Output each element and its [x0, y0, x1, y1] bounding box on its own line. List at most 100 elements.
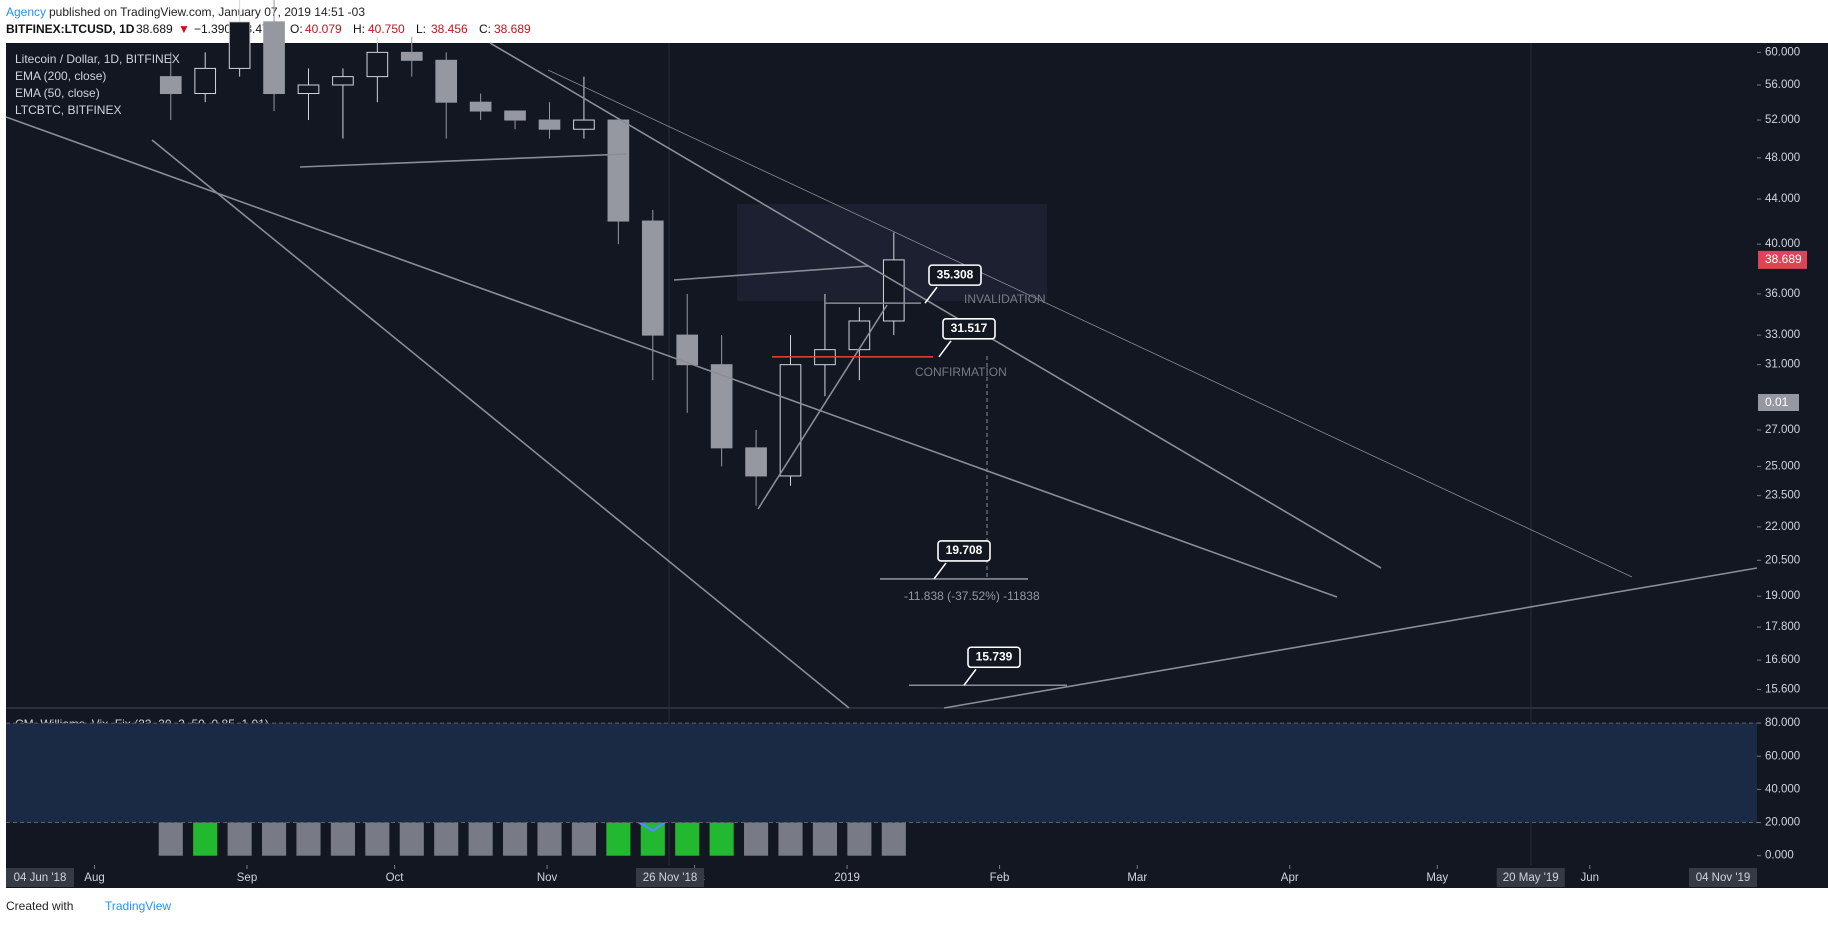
x-tick-label: May: [1426, 872, 1448, 884]
y-tick-label: 60.000: [1765, 750, 1800, 762]
y-tick-label: 17.800: [1765, 621, 1800, 633]
chart-title: Litecoin / Dollar, 1D, BITFINEX: [15, 52, 180, 66]
x-tick-label: Feb: [990, 872, 1010, 884]
candle-body: [435, 59, 458, 103]
callout-pointer: [963, 668, 977, 686]
candle-body: [263, 21, 285, 95]
x-tick-label: Oct: [386, 872, 405, 884]
overlay-last-box: [1758, 394, 1799, 411]
callout-label: 19.708: [946, 543, 983, 557]
arrow: ▼: [178, 22, 190, 36]
vix-bar: [537, 819, 562, 856]
x-tick-label: Aug: [84, 872, 104, 884]
footer-brand[interactable]: TradingView: [105, 899, 171, 913]
candle-body: [228, 21, 251, 69]
candle-body: [676, 334, 699, 366]
measure-label: -11.838 (-37.52%) -11838: [904, 589, 1040, 603]
x-tick-label: 2019: [834, 872, 860, 884]
vix-bar: [881, 822, 906, 856]
y-tick-label: 16.600: [1765, 654, 1800, 666]
ohlc-key: O:: [290, 22, 303, 36]
candle-body: [194, 67, 217, 95]
last-price-box: [1758, 250, 1807, 269]
ohlc-value: 38.689: [494, 22, 531, 36]
ohlc: O: 40.079 H: 40.750 L: 38.456 C: 38.689: [290, 22, 531, 36]
x-marker-label: 04 Nov '19: [1696, 872, 1751, 884]
callout-pointer: [924, 286, 938, 304]
ohlc-key: C:: [479, 22, 491, 36]
trendlines: [5, 42, 1758, 709]
y-tick-label: 80.000: [1765, 717, 1800, 729]
x-marker-box: [1496, 868, 1565, 887]
ohlc-value: 38.456: [431, 22, 468, 36]
callout-box: [967, 646, 1021, 669]
ohlc-key: H:: [353, 22, 365, 36]
y-tick-label: 40.000: [1765, 783, 1800, 795]
time-axis: [6, 865, 1757, 888]
overlay-legend: EMA (200, close): [15, 69, 106, 83]
y-tick-label: 60.000: [1765, 46, 1800, 58]
candle-body: [573, 119, 595, 130]
overlay-legend: EMA (50, close): [15, 86, 100, 100]
callout-label: 15.739: [976, 649, 1013, 663]
candle-body: [745, 447, 767, 477]
overlay-last-label: 0.01: [1765, 395, 1789, 409]
last: 38.689: [136, 22, 173, 36]
x-marker-box: [6, 868, 74, 887]
candle-body: [848, 320, 871, 351]
x-marker-label: 04 Jun '18: [14, 872, 67, 884]
x-tick-label: Apr: [1281, 872, 1299, 884]
candle-body: [779, 364, 802, 477]
y-tick-label: 48.000: [1765, 152, 1800, 164]
callout-pointer: [933, 562, 947, 580]
candle-body: [504, 110, 526, 121]
candle-body: [882, 259, 905, 322]
ohlc-value: 40.079: [305, 22, 342, 36]
candle-body: [469, 101, 492, 112]
ohlc-key: L:: [416, 22, 426, 36]
indicator-band: [6, 723, 1757, 823]
overlay-legend: LTCBTC, BITFINEX: [15, 103, 121, 117]
x-marker-label: 20 May '19: [1503, 872, 1559, 884]
x-marker-box: [636, 868, 705, 887]
x-marker-box: [1689, 868, 1757, 887]
y-tick-label: 15.600: [1765, 683, 1800, 695]
callout-pointer: [938, 340, 952, 358]
footer-created: Created with: [6, 899, 73, 913]
published: published on TradingView.com, January 07…: [49, 5, 365, 19]
candle-body: [332, 76, 354, 86]
author[interactable]: Agency: [6, 5, 46, 19]
candle-body: [538, 119, 561, 130]
y-tick-label: 20.500: [1765, 554, 1800, 566]
candle-body: [297, 84, 320, 95]
callout-box: [937, 540, 991, 562]
callout-box: [942, 318, 996, 340]
callout-label: 35.308: [937, 267, 974, 281]
candle-body: [607, 119, 630, 222]
x-marker-label: 26 Nov '18: [643, 872, 698, 884]
last-price-label: 38.689: [1765, 252, 1802, 266]
y-tick-label: 19.000: [1765, 590, 1800, 602]
symbol: BITFINEX:LTCUSD, 1D: [6, 22, 135, 36]
x-tick-label: Jun: [1580, 872, 1599, 884]
price-pane: [6, 43, 1757, 708]
y-tick-label: 40.000: [1765, 238, 1800, 250]
y-tick-label: 31.000: [1765, 359, 1800, 371]
x-tick-label: Sep: [237, 872, 257, 884]
x-tick-label: Mar: [1127, 872, 1147, 884]
candle-body: [400, 51, 423, 61]
invalidation-label: INVALIDATION: [964, 292, 1046, 306]
y-tick-label: 33.000: [1765, 329, 1800, 341]
candles: [159, 0, 905, 506]
y-tick-label: 44.000: [1765, 193, 1800, 205]
y-tick-label: 0.000: [1765, 850, 1794, 862]
price-axis: [1757, 43, 1828, 888]
x-tick-label: Nov: [537, 872, 558, 884]
y-tick-label: 22.000: [1765, 521, 1800, 533]
y-tick-label: 52.000: [1765, 114, 1800, 126]
y-tick-label: 20.000: [1765, 817, 1800, 829]
ohlc-value: 40.750: [368, 22, 405, 36]
candle-body: [159, 76, 182, 95]
